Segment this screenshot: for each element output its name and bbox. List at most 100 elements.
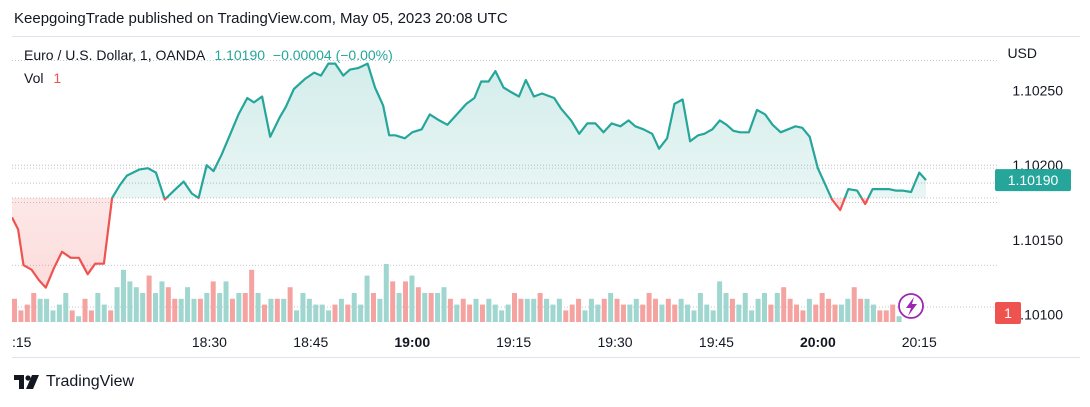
volume-bar xyxy=(12,298,17,322)
volume-bar xyxy=(813,304,819,322)
volume-bar xyxy=(479,304,485,322)
volume-bar xyxy=(428,293,434,322)
volume-legend[interactable]: Vol 1 xyxy=(24,70,61,86)
tradingview-logo-icon xyxy=(14,375,39,389)
volume-bar xyxy=(422,293,428,322)
volume-bar xyxy=(345,304,351,322)
volume-bar xyxy=(800,310,806,322)
volume-bar xyxy=(595,304,601,322)
volume-bar xyxy=(467,304,473,322)
volume-bar xyxy=(313,304,319,322)
volume-bar xyxy=(563,310,569,322)
time-tick-label: 20:15 xyxy=(902,334,937,350)
volume-bar xyxy=(640,304,646,322)
volume-bar xyxy=(499,310,505,322)
volume-bar xyxy=(127,281,133,322)
volume-bar xyxy=(729,298,735,322)
volume-bar xyxy=(140,293,146,322)
volume-bar xyxy=(338,298,344,322)
time-tick-label: 19:45 xyxy=(699,334,734,350)
volume-bar xyxy=(531,298,537,322)
volume-bar xyxy=(742,293,748,322)
volume-bar xyxy=(185,287,191,322)
volume-bar xyxy=(114,287,120,322)
volume-bar xyxy=(197,298,203,322)
volume-label[interactable]: Vol xyxy=(24,70,44,86)
volume-bar xyxy=(165,287,171,322)
volume-bar xyxy=(306,298,312,322)
volume-bar xyxy=(774,293,780,322)
publish-caption: KeepgoingTrade published on TradingView.… xyxy=(14,10,508,27)
volume-bar xyxy=(653,298,659,322)
volume-bar xyxy=(832,304,838,322)
volume-bar xyxy=(217,293,223,322)
volume-bar xyxy=(383,264,389,322)
tradingview-footer[interactable]: TradingView xyxy=(14,373,134,391)
volume-bar xyxy=(614,298,620,322)
volume-bar xyxy=(146,275,152,322)
last-price-badge-label: 1.10190 xyxy=(1008,172,1059,188)
time-tick-label: 18:30 xyxy=(192,334,227,350)
time-tick-label: 19:00 xyxy=(394,334,430,350)
volume-bar xyxy=(300,293,306,322)
volume-bar xyxy=(332,304,338,322)
volume-bar xyxy=(524,298,530,322)
volume-bar xyxy=(473,298,479,322)
volume-bar xyxy=(18,310,24,322)
volume-value: 1 xyxy=(53,70,62,86)
volume-bar xyxy=(24,304,30,322)
volume-bar xyxy=(877,310,883,322)
time-axis[interactable]: :15 18:30 18:45 19:00 19:15 19:30 19:45 20:00 20… xyxy=(12,334,937,350)
volume-bar xyxy=(50,310,56,322)
volume-bar xyxy=(723,293,729,322)
area-fill-down xyxy=(12,198,869,288)
volume-bar xyxy=(537,293,543,322)
volume-bar xyxy=(364,275,370,322)
volume-bar xyxy=(409,275,415,322)
volume-bar xyxy=(172,298,178,322)
volume-bar xyxy=(326,310,332,322)
symbol-name[interactable]: Euro / U.S. Dollar, 1, OANDA xyxy=(24,47,205,63)
volume-bar xyxy=(358,304,364,322)
price-line-up xyxy=(110,62,927,199)
volume-bar xyxy=(588,298,594,322)
volume-bar xyxy=(229,298,235,322)
volume-bar xyxy=(582,310,588,322)
volume-bar xyxy=(787,298,793,322)
volume-bar xyxy=(108,310,114,322)
volume-bar xyxy=(601,298,607,322)
volume-bar xyxy=(755,298,761,322)
volume-bar xyxy=(665,298,671,322)
flash-icon[interactable] xyxy=(898,293,924,319)
volume-bar xyxy=(717,281,723,322)
volume-bar xyxy=(781,287,787,322)
volume-bar xyxy=(447,298,453,322)
volume-bar xyxy=(37,298,43,322)
volume-bar xyxy=(153,293,159,322)
volume-bar xyxy=(268,298,274,322)
volume-bar xyxy=(261,304,267,322)
chart-frame[interactable] xyxy=(12,36,1080,358)
volume-bar xyxy=(486,298,492,322)
volume-bar xyxy=(633,298,639,322)
time-tick-label: :15 xyxy=(12,334,32,350)
volume-bar xyxy=(287,287,293,322)
volume-bar xyxy=(242,293,248,322)
volume-bar xyxy=(569,304,575,322)
price-area xyxy=(12,62,927,289)
volume-bar xyxy=(31,293,37,322)
volume-bar xyxy=(672,304,678,322)
volume-bar xyxy=(120,269,126,322)
volume-bar xyxy=(761,293,767,322)
time-tick-label: 19:15 xyxy=(496,334,531,350)
symbol-legend[interactable]: Euro / U.S. Dollar, 1, OANDA 1.10190 −0.… xyxy=(24,47,393,63)
volume-bar xyxy=(678,298,684,322)
volume-bar xyxy=(223,281,229,322)
volume-bar xyxy=(794,304,800,322)
volume-bar xyxy=(858,298,864,322)
volume-bar xyxy=(101,304,107,322)
volume-bar xyxy=(377,298,383,322)
volume-bar xyxy=(178,298,184,322)
